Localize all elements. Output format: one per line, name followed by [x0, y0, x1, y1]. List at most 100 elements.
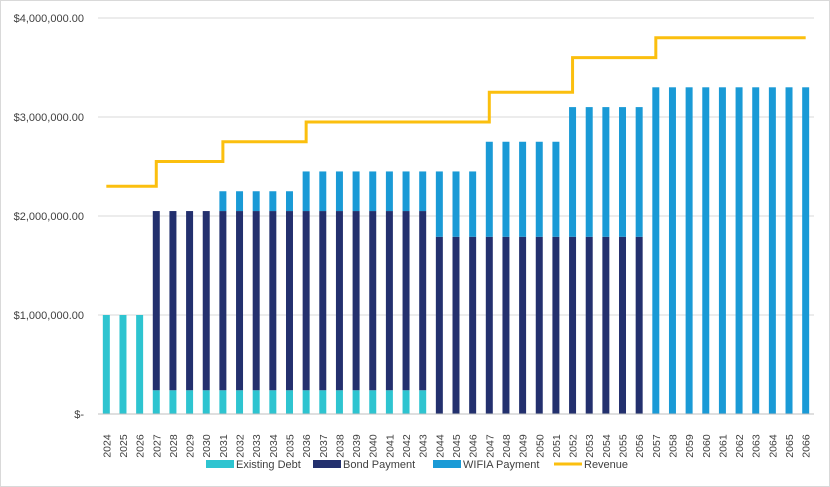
x-tick-label: 2034	[268, 434, 280, 458]
x-tick-label: 2044	[434, 434, 446, 458]
bar-wifia-payment	[768, 87, 776, 415]
bar-existing-debt	[252, 390, 260, 414]
bar-existing-debt	[202, 390, 210, 414]
bar-existing-debt	[152, 390, 160, 414]
bar-wifia-payment	[452, 171, 460, 237]
bar-wifia-payment	[402, 171, 410, 212]
bar-wifia-payment	[252, 191, 260, 212]
x-tick-label: 2054	[601, 434, 613, 458]
bar-existing-debt	[302, 390, 310, 414]
bar-wifia-payment	[685, 87, 693, 415]
bar-wifia-payment	[652, 87, 660, 415]
bar-wifia-payment	[702, 87, 710, 415]
bar-wifia-payment	[435, 171, 443, 237]
x-tick-label: 2043	[418, 434, 430, 458]
legend-label: WIFIA Payment	[463, 459, 539, 471]
bar-bond-payment	[552, 236, 560, 414]
bar-wifia-payment	[619, 107, 627, 237]
bar-existing-debt	[186, 390, 194, 414]
bar-bond-payment	[269, 211, 277, 391]
bar-existing-debt	[285, 390, 293, 414]
x-tick-label: 2041	[384, 434, 396, 458]
x-tick-label: 2033	[251, 434, 263, 458]
bar-wifia-payment	[602, 107, 610, 237]
x-tick-label: 2057	[651, 434, 663, 458]
legend-swatch-bond-payment	[313, 460, 341, 468]
x-tick-label: 2063	[751, 434, 763, 458]
legend-label: Revenue	[584, 459, 628, 471]
bar-bond-payment	[302, 211, 310, 391]
bar-bond-payment	[186, 211, 194, 391]
bar-bond-payment	[369, 211, 377, 391]
x-tick-label: 2027	[151, 434, 163, 458]
bar-existing-debt	[402, 390, 410, 414]
bar-existing-debt	[335, 390, 343, 414]
x-tick-label: 2062	[734, 434, 746, 458]
x-tick-label: 2040	[368, 434, 380, 458]
x-tick-label: 2060	[701, 434, 713, 458]
x-tick-label: 2048	[501, 434, 513, 458]
bar-wifia-payment	[302, 171, 310, 212]
bar-bond-payment	[202, 211, 210, 391]
x-tick-label: 2064	[767, 434, 779, 458]
bar-bond-payment	[585, 236, 593, 414]
bar-wifia-payment	[285, 191, 293, 212]
bar-wifia-payment	[469, 171, 477, 237]
bar-bond-payment	[419, 211, 427, 391]
bar-existing-debt	[319, 390, 327, 414]
x-tick-label: 2066	[801, 434, 813, 458]
x-tick-label: 2056	[634, 434, 646, 458]
x-tick-label: 2039	[351, 434, 363, 458]
bar-wifia-payment	[319, 171, 327, 212]
x-tick-label: 2046	[468, 434, 480, 458]
x-tick-label: 2026	[135, 434, 147, 458]
bar-bond-payment	[219, 211, 227, 391]
bar-existing-debt	[419, 390, 427, 414]
bar-wifia-payment	[502, 141, 510, 237]
bar-wifia-payment	[585, 107, 593, 237]
x-tick-label: 2050	[534, 434, 546, 458]
y-tick-label: $4,000,000.00	[14, 13, 84, 25]
bar-wifia-payment	[552, 141, 560, 237]
bar-bond-payment	[169, 211, 177, 391]
bar-wifia-payment	[752, 87, 760, 415]
bar-wifia-payment	[635, 107, 643, 237]
bar-existing-debt	[369, 390, 377, 414]
bar-wifia-payment	[668, 87, 676, 415]
bar-wifia-payment	[385, 171, 393, 212]
bar-bond-payment	[452, 236, 460, 414]
bar-bond-payment	[319, 211, 327, 391]
bar-bond-payment	[385, 211, 393, 391]
x-tick-label: 2036	[301, 434, 313, 458]
bar-bond-payment	[535, 236, 543, 414]
x-tick-label: 2035	[284, 434, 296, 458]
bar-wifia-payment	[352, 171, 360, 212]
bar-existing-debt	[236, 390, 244, 414]
legend-label: Bond Payment	[343, 459, 415, 471]
x-tick-label: 2061	[717, 434, 729, 458]
x-tick-label: 2024	[101, 434, 113, 458]
y-tick-label: $2,000,000.00	[14, 211, 84, 223]
bar-wifia-payment	[219, 191, 227, 212]
bar-wifia-payment	[802, 87, 810, 415]
bar-bond-payment	[485, 236, 493, 414]
bar-bond-payment	[236, 211, 244, 391]
legend-swatch-wifia-payment	[433, 460, 461, 468]
x-tick-label: 2030	[201, 434, 213, 458]
y-tick-label: $-	[74, 409, 84, 421]
bar-bond-payment	[602, 236, 610, 414]
bar-bond-payment	[569, 236, 577, 414]
x-tick-label: 2029	[185, 434, 197, 458]
x-tick-label: 2052	[568, 434, 580, 458]
bar-bond-payment	[619, 236, 627, 414]
x-tick-label: 2031	[218, 434, 230, 458]
x-tick-label: 2045	[451, 434, 463, 458]
bar-existing-debt	[119, 315, 127, 414]
x-tick-label: 2059	[684, 434, 696, 458]
x-tick-label: 2049	[518, 434, 530, 458]
bar-bond-payment	[152, 211, 160, 391]
x-tick-label: 2051	[551, 434, 563, 458]
x-tick-label: 2037	[318, 434, 330, 458]
